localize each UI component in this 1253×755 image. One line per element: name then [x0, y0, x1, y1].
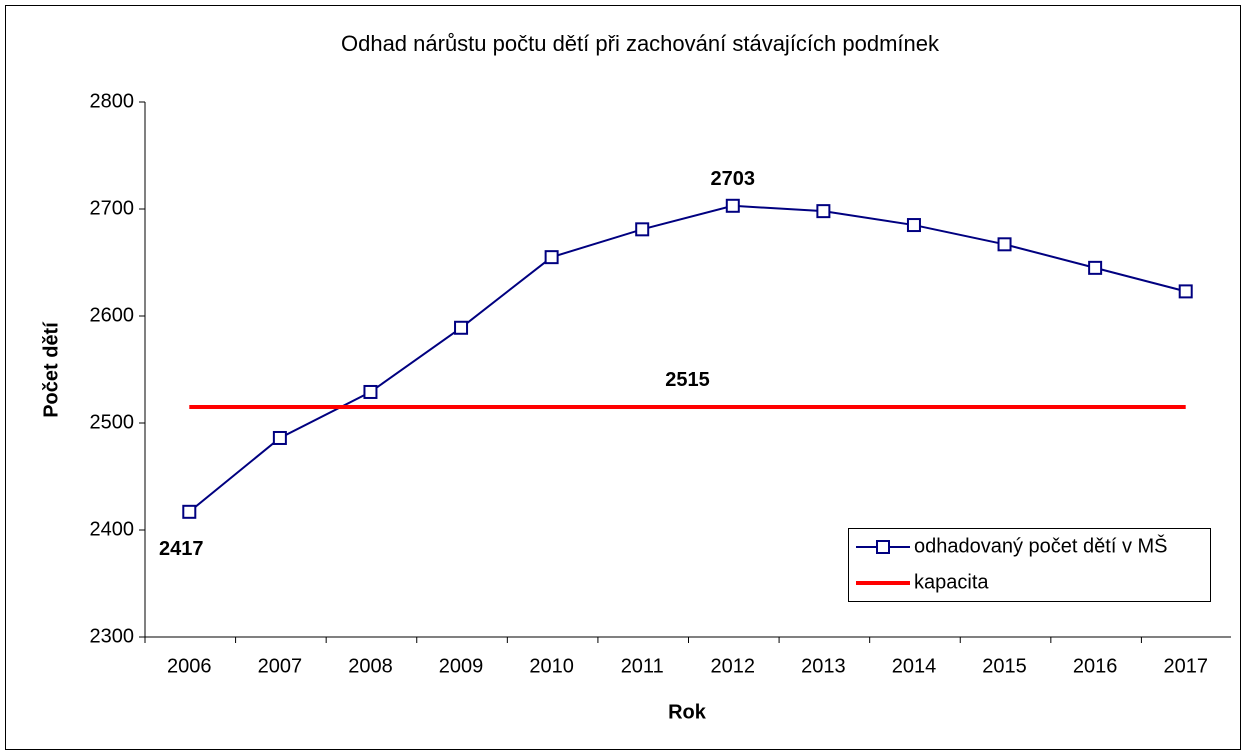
- x-tick-label: 2014: [892, 655, 937, 677]
- marker: [725, 198, 740, 213]
- chart-border: [5, 5, 1241, 750]
- marker: [816, 204, 831, 219]
- y-tick-label: 2300: [90, 625, 135, 647]
- x-tick-label: 2017: [1163, 655, 1208, 677]
- x-tick-label: 2013: [801, 655, 846, 677]
- y-axis-label: Počet dětí: [40, 321, 62, 418]
- marker: [363, 384, 378, 399]
- marker: [182, 504, 197, 519]
- x-axis-label: Rok: [668, 701, 707, 723]
- marker: [544, 250, 559, 265]
- legend-box: [848, 528, 1211, 602]
- x-tick-label: 2016: [1073, 655, 1118, 677]
- marker: [997, 237, 1012, 252]
- chart-title: Odhad nárůstu počtu dětí při zachování s…: [341, 31, 940, 56]
- legend-label: odhadovaný počet dětí v MŠ: [914, 534, 1168, 557]
- legend-marker: [876, 540, 890, 554]
- y-tick-label: 2600: [90, 304, 135, 326]
- data-label: 2515: [665, 369, 710, 391]
- marker: [1178, 284, 1193, 299]
- marker: [906, 218, 921, 233]
- marker: [272, 430, 287, 445]
- marker: [1088, 260, 1103, 275]
- y-tick-label: 2400: [90, 518, 135, 540]
- legend-label: kapacita: [914, 571, 989, 593]
- x-tick-label: 2009: [439, 655, 484, 677]
- x-tick-label: 2012: [711, 655, 756, 677]
- x-tick-label: 2006: [167, 655, 212, 677]
- x-tick-label: 2007: [258, 655, 303, 677]
- marker: [454, 320, 469, 335]
- data-label: 2417: [159, 538, 204, 560]
- x-tick-label: 2015: [982, 655, 1027, 677]
- marker: [635, 222, 650, 237]
- y-tick-label: 2800: [90, 90, 135, 112]
- y-tick-label: 2700: [90, 197, 135, 219]
- data-label: 2703: [711, 168, 756, 190]
- series-line: [188, 204, 1186, 513]
- x-tick-label: 2010: [529, 655, 574, 677]
- x-tick-label: 2011: [621, 655, 664, 677]
- x-tick-label: 2008: [348, 655, 393, 677]
- y-tick-label: 2500: [90, 411, 135, 433]
